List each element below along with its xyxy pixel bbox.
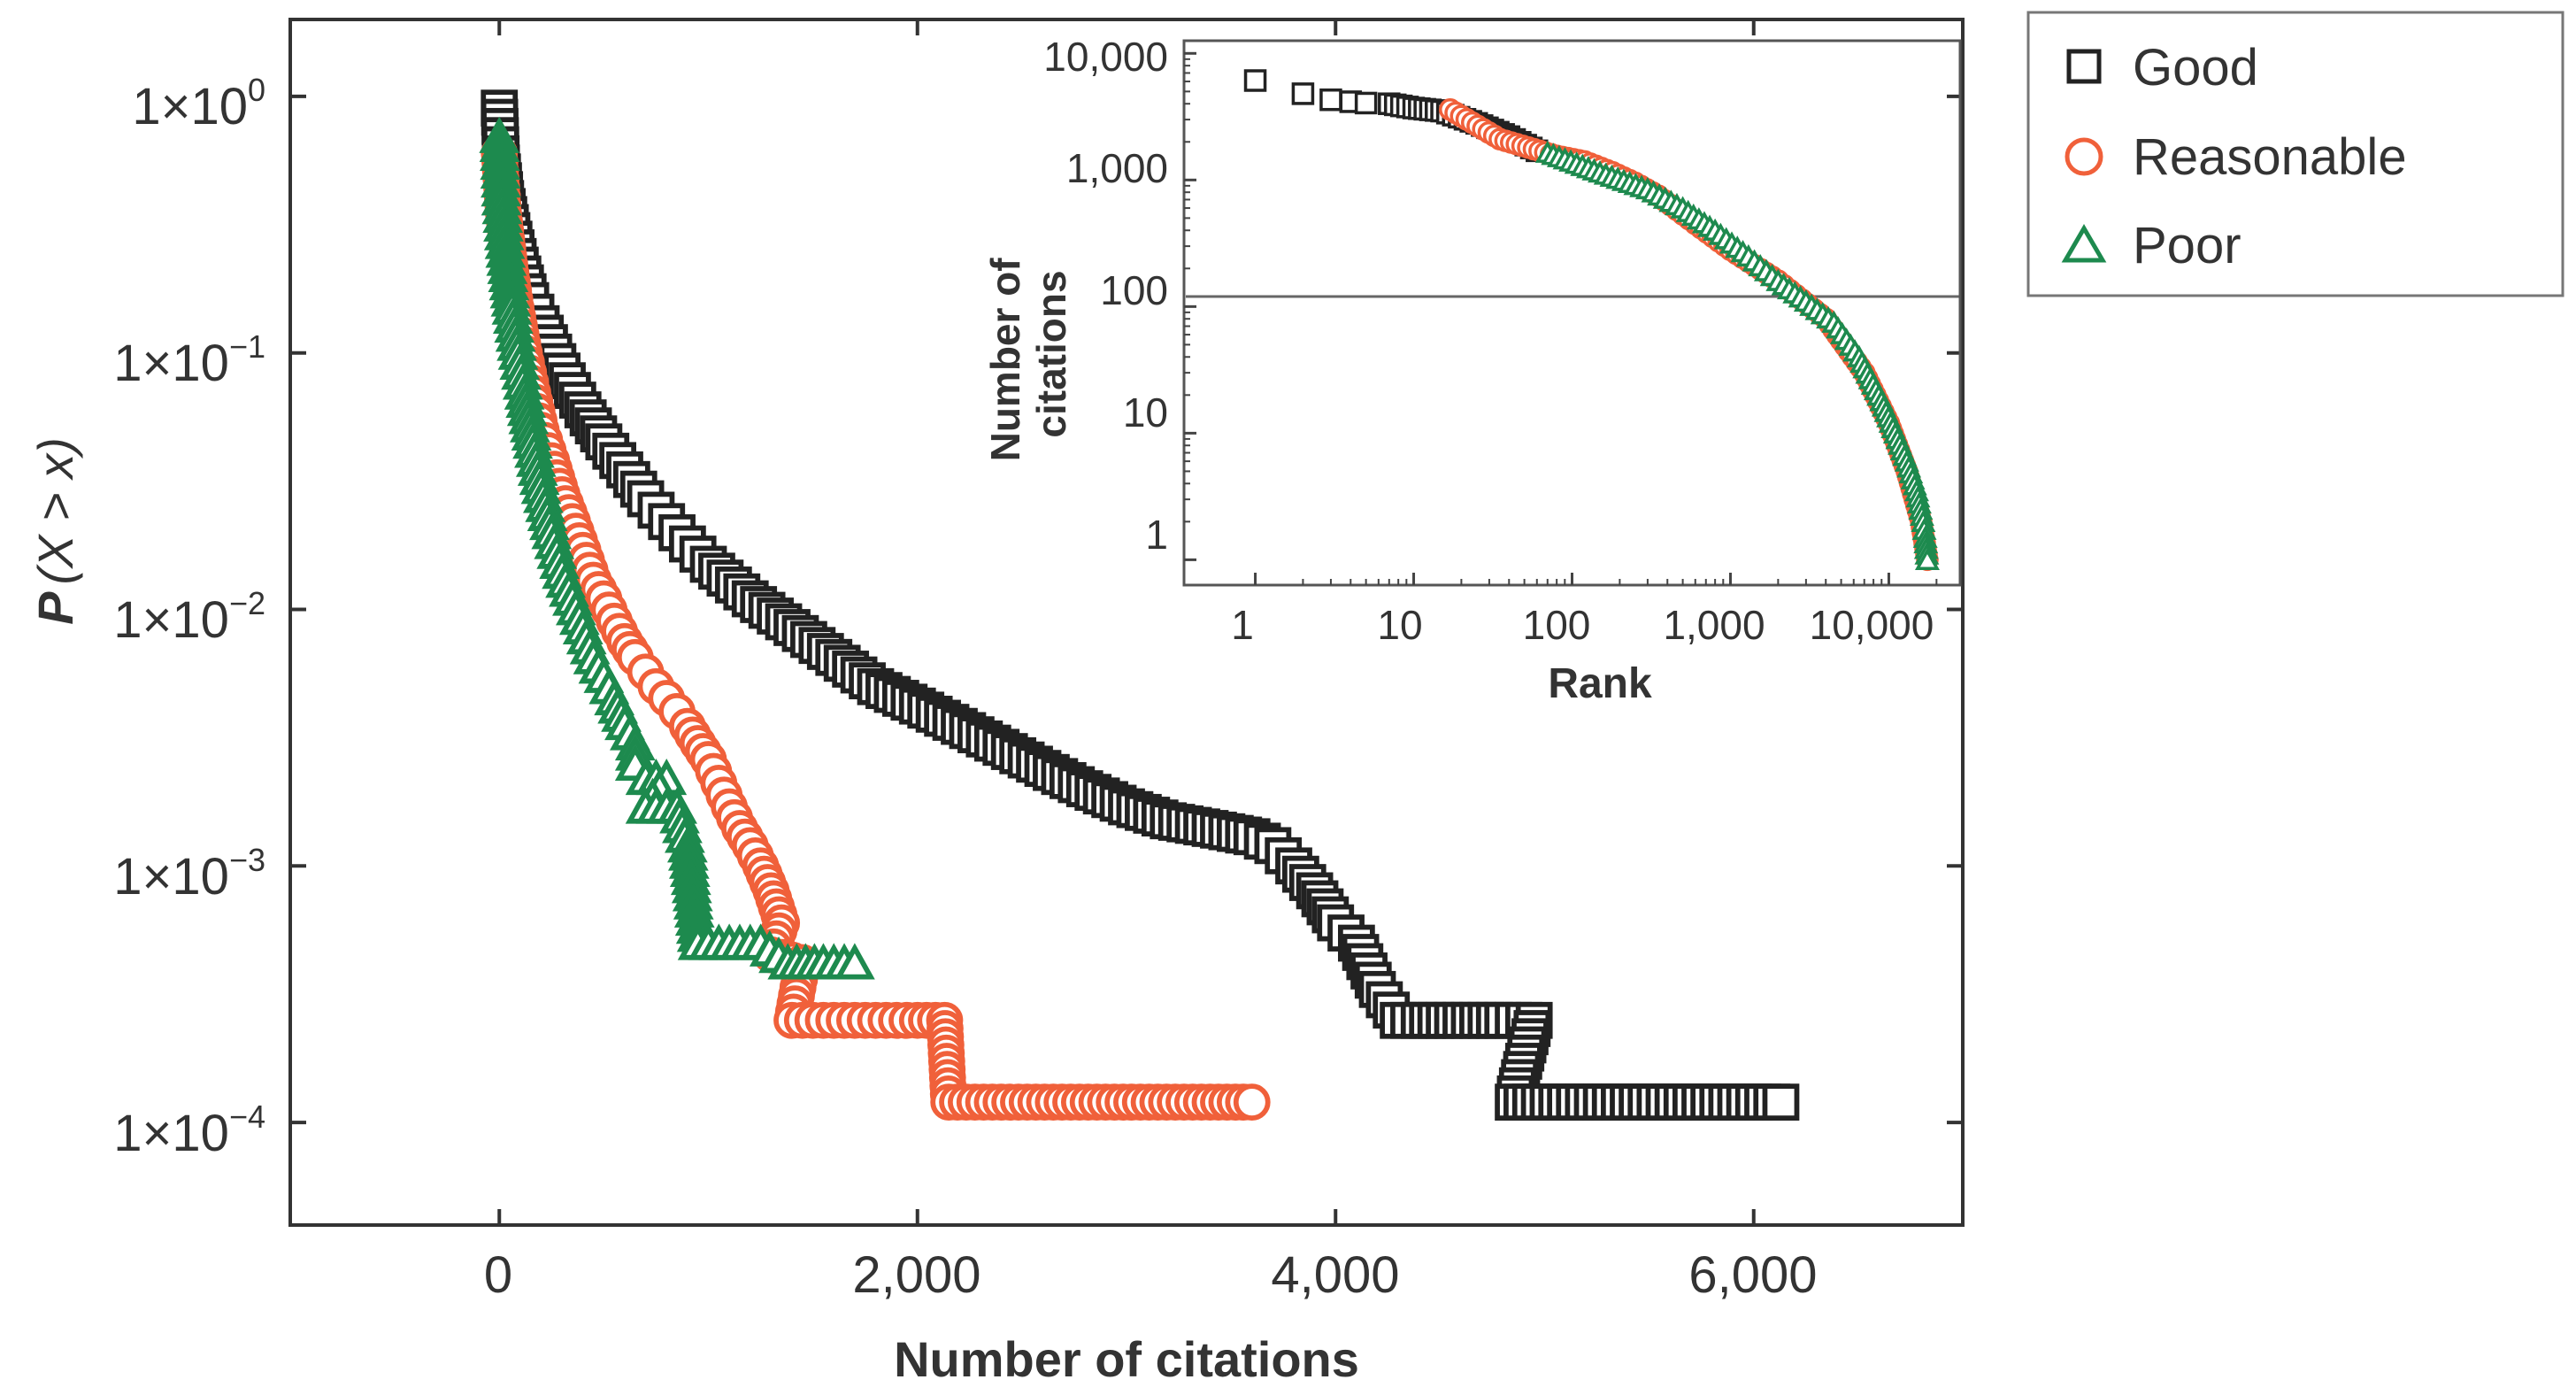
inset-x-tick-label: 10 bbox=[1377, 602, 1422, 648]
inset-data-point bbox=[1291, 82, 1315, 105]
legend-box bbox=[2026, 11, 2564, 297]
inset-markers bbox=[1243, 69, 1940, 572]
main-chart: 1×100 1×10−1 1×10−2 1×10−3 1×10−4 0 2,00… bbox=[27, 18, 1965, 1387]
x-tick-label: 2,000 bbox=[852, 1246, 980, 1304]
main-markers bbox=[479, 89, 1800, 1121]
data-point bbox=[1233, 1083, 1271, 1121]
inset-series-poor bbox=[1534, 140, 1940, 571]
main-plot-frame bbox=[288, 18, 1965, 1227]
inset-y-tick-label: 10 bbox=[1123, 389, 1168, 435]
inset-x-tick-labels: 1 10 100 1,000 10,000 bbox=[1231, 602, 1934, 648]
x-tick-label: 4,000 bbox=[1271, 1246, 1399, 1304]
legend: Good Reasonable Poor bbox=[2026, 11, 2564, 297]
inset-x-tick-label: 10,000 bbox=[1810, 602, 1934, 648]
inset-x-axis-label: Rank bbox=[1548, 660, 1652, 707]
inset-ticks bbox=[1184, 51, 1938, 585]
y-tick-label: 1×10−3 bbox=[113, 842, 265, 906]
inset-data-point bbox=[1354, 91, 1378, 115]
x-tick-label: 6,000 bbox=[1688, 1246, 1817, 1304]
legend-good-label: Good bbox=[2133, 39, 2258, 96]
inset-y-axis-label-line-1: Number of bbox=[982, 258, 1028, 462]
series-poor bbox=[479, 116, 875, 980]
main-y-axis-label: P(X > x) bbox=[27, 437, 83, 625]
data-point bbox=[1762, 1083, 1800, 1121]
legend-good-marker bbox=[2066, 49, 2102, 84]
data-point bbox=[834, 943, 875, 980]
legend-reasonable-label: Reasonable bbox=[2133, 128, 2407, 186]
inset-y-tick-labels: 1 10 100 1,000 10,000 bbox=[1043, 34, 1168, 558]
inset-data-point bbox=[1319, 88, 1342, 112]
x-tick-label: 0 bbox=[484, 1246, 512, 1304]
legend-poor-marker bbox=[2061, 224, 2107, 263]
inset-x-tick-label: 1 bbox=[1231, 602, 1254, 648]
y-tick-label: 1×10−1 bbox=[113, 328, 265, 392]
y-tick-label: 1×100 bbox=[132, 72, 265, 135]
y-tick-label: 1×10−4 bbox=[113, 1098, 265, 1162]
inset-y-tick-label: 10,000 bbox=[1043, 34, 1168, 80]
legend-poor-label: Poor bbox=[2133, 217, 2242, 274]
y-tick-label: 1×10−2 bbox=[113, 585, 265, 649]
main-x-axis-label: Number of citations bbox=[894, 1331, 1359, 1387]
inset-y-axis-label-line-2: citations bbox=[1028, 270, 1074, 437]
inset-data-point bbox=[1914, 547, 1940, 571]
inset-x-tick-label: 1,000 bbox=[1663, 602, 1765, 648]
inset-x-tick-label: 100 bbox=[1523, 602, 1591, 648]
inset-y-tick-label: 1,000 bbox=[1066, 145, 1168, 191]
main-x-tick-labels: 0 2,000 4,000 6,000 bbox=[484, 1246, 1818, 1304]
inset-y-axis-label: Number of citations bbox=[982, 247, 1074, 462]
legend-reasonable-marker bbox=[2065, 137, 2103, 176]
inset-y-tick-label: 100 bbox=[1100, 267, 1168, 313]
inset-chart: 1 10 100 1,000 10,000 1 10 100 1,000 10,… bbox=[982, 34, 1962, 707]
main-ticks bbox=[290, 19, 1963, 1225]
main-y-tick-labels: 1×100 1×10−1 1×10−2 1×10−3 1×10−4 bbox=[113, 72, 265, 1162]
inset-data-point bbox=[1243, 69, 1267, 92]
inset-y-tick-label: 1 bbox=[1145, 512, 1168, 558]
